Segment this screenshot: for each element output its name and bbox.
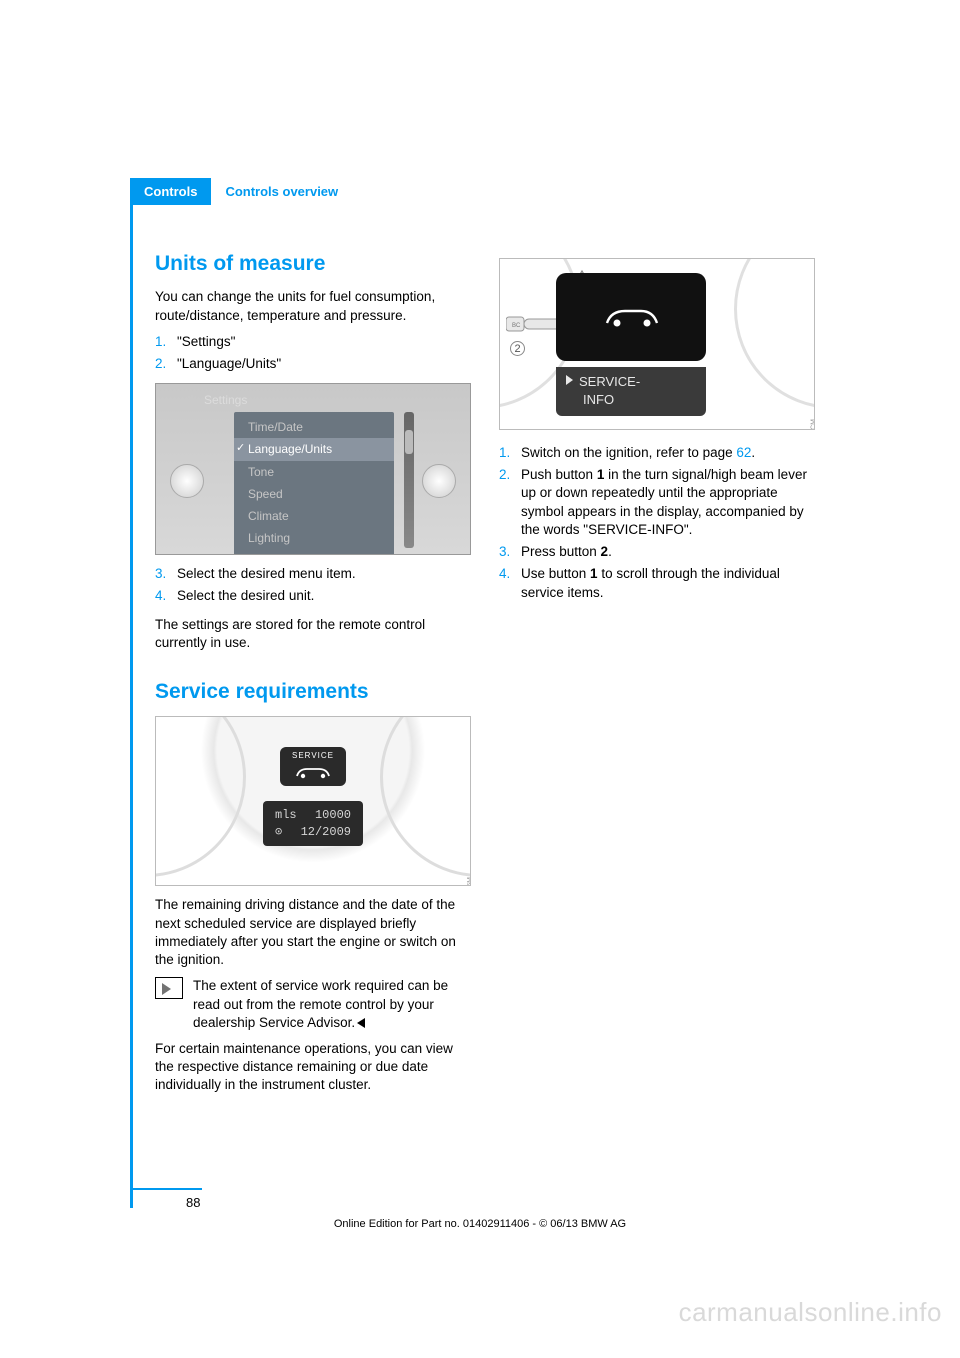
step-bold: 2 bbox=[601, 544, 609, 559]
car-icon bbox=[601, 303, 661, 331]
figure-code: MG05M1CM bbox=[810, 419, 815, 430]
gauge-background: SERVICE mls 10000 ⊙ 12/2009 bbox=[156, 717, 470, 885]
units-intro-text: You can change the units for fuel consum… bbox=[155, 288, 471, 324]
idrive-knob-right bbox=[422, 464, 456, 498]
note-block: The extent of service work required can … bbox=[155, 977, 471, 1032]
menu-item-selected: Language/Units bbox=[234, 438, 394, 460]
heading-service-requirements: Service requirements bbox=[155, 678, 471, 706]
step-text: Push button 1 in the turn signal/high be… bbox=[521, 466, 815, 539]
figure-code: MG07NSZ6M bbox=[466, 877, 471, 886]
service-paragraph-2: For certain maintenance operations, you … bbox=[155, 1040, 471, 1095]
panel-miles: 10000 bbox=[315, 807, 351, 823]
gauge-arc-icon bbox=[734, 258, 815, 409]
step-text-pre: Use button bbox=[521, 566, 590, 581]
step-text: Press button 2. bbox=[521, 543, 612, 561]
breadcrumb-tabs: Controls Controls overview bbox=[130, 178, 352, 205]
step-number: 3. bbox=[499, 543, 521, 561]
panel-date: 12/2009 bbox=[301, 824, 351, 840]
units-steps-b: 3. Select the desired menu item. 4. Sele… bbox=[155, 565, 471, 605]
step-text: Use button 1 to scroll through the indiv… bbox=[521, 565, 815, 601]
service-badge: SERVICE bbox=[280, 747, 346, 786]
step-text-post: . bbox=[751, 445, 755, 460]
callout-2: 2 bbox=[510, 341, 525, 356]
step-number: 1. bbox=[499, 444, 521, 462]
step-number: 4. bbox=[499, 565, 521, 601]
car-icon bbox=[293, 764, 333, 780]
play-icon bbox=[566, 375, 573, 385]
gauge-arc-icon bbox=[380, 716, 471, 877]
end-marker-icon bbox=[357, 1018, 365, 1028]
left-column: Units of measure You can change the unit… bbox=[155, 250, 471, 1103]
content-columns: Units of measure You can change the unit… bbox=[155, 250, 815, 1103]
right-steps: 1. Switch on the ignition, refer to page… bbox=[499, 444, 815, 602]
panel-unit: mls bbox=[275, 807, 297, 823]
step-text-pre: Press button bbox=[521, 544, 601, 559]
step-text-pre: Push button bbox=[521, 467, 597, 482]
menu-item: Door locks bbox=[234, 549, 394, 555]
display-label-line2: INFO bbox=[566, 391, 696, 409]
service-paragraph-1: The remaining driving distance and the d… bbox=[155, 896, 471, 969]
page: Controls Controls overview Units of meas… bbox=[0, 0, 960, 1358]
service-info-panel: mls 10000 ⊙ 12/2009 bbox=[263, 801, 363, 845]
tab-controls-overview: Controls overview bbox=[211, 178, 352, 205]
note-text-content: The extent of service work required can … bbox=[193, 978, 448, 1029]
heading-units-of-measure: Units of measure bbox=[155, 250, 471, 278]
step-text: Select the desired unit. bbox=[177, 587, 314, 605]
settings-header: Settings bbox=[186, 392, 247, 408]
page-number-rule bbox=[130, 1188, 202, 1190]
vertical-accent-line bbox=[130, 178, 133, 1208]
figure-settings-menu: Settings Time/Date Language/Units Tone S… bbox=[155, 383, 471, 555]
menu-item: Speed bbox=[234, 483, 394, 505]
step-number: 3. bbox=[155, 565, 177, 583]
note-text: The extent of service work required can … bbox=[193, 977, 471, 1032]
units-stored-note: The settings are stored for the remote c… bbox=[155, 616, 471, 652]
svg-text:BC: BC bbox=[512, 323, 521, 329]
list-item: 1. "Settings" bbox=[155, 333, 471, 351]
menu-item: Time/Date bbox=[234, 416, 394, 438]
settings-menu-list: Time/Date Language/Units Tone Speed Clim… bbox=[234, 412, 394, 555]
step-number: 2. bbox=[155, 355, 177, 373]
step-text-pre: Switch on the ignition, refer to page bbox=[521, 445, 736, 460]
figure-service-gauge: SERVICE mls 10000 ⊙ 12/2009 bbox=[155, 716, 471, 886]
list-item: 3. Select the desired menu item. bbox=[155, 565, 471, 583]
idrive-knob-left bbox=[170, 464, 204, 498]
display-panel bbox=[556, 273, 706, 361]
page-link[interactable]: 62 bbox=[736, 445, 751, 460]
page-number: 88 bbox=[186, 1195, 200, 1210]
scrollbar bbox=[404, 412, 414, 548]
display-label: SERVICE- INFO bbox=[556, 367, 706, 416]
list-item: 4. Use button 1 to scroll through the in… bbox=[499, 565, 815, 601]
list-item: 2. Push button 1 in the turn signal/high… bbox=[499, 466, 815, 539]
list-item: 2. "Language/Units" bbox=[155, 355, 471, 373]
clock-icon: ⊙ bbox=[275, 824, 282, 840]
watermark: carmanualsonline.info bbox=[679, 1297, 942, 1328]
step-text: "Language/Units" bbox=[177, 355, 281, 373]
step-text: Switch on the ignition, refer to page 62… bbox=[521, 444, 755, 462]
gear-icon bbox=[186, 394, 198, 406]
list-item: 1. Switch on the ignition, refer to page… bbox=[499, 444, 815, 462]
footer-text: Online Edition for Part no. 01402911406 … bbox=[0, 1218, 960, 1230]
step-number: 4. bbox=[155, 587, 177, 605]
figure-signal-stalk: 1 BC 2 SERVICE- INFO bbox=[499, 258, 815, 430]
step-bold: 1 bbox=[590, 566, 598, 581]
right-column: 1 BC 2 SERVICE- INFO bbox=[499, 250, 815, 1103]
note-icon bbox=[155, 977, 183, 999]
step-text-post: . bbox=[608, 544, 612, 559]
menu-item: Climate bbox=[234, 505, 394, 527]
menu-item: Lighting bbox=[234, 527, 394, 549]
step-text: Select the desired menu item. bbox=[177, 565, 356, 583]
list-item: 3. Press button 2. bbox=[499, 543, 815, 561]
step-number: 1. bbox=[155, 333, 177, 351]
settings-header-label: Settings bbox=[204, 392, 247, 408]
menu-item: Tone bbox=[234, 461, 394, 483]
display-label-line1: SERVICE- bbox=[579, 374, 640, 389]
list-item: 4. Select the desired unit. bbox=[155, 587, 471, 605]
gauge-arc-icon bbox=[155, 716, 246, 877]
step-text: "Settings" bbox=[177, 333, 235, 351]
service-badge-label: SERVICE bbox=[292, 751, 334, 762]
units-steps-a: 1. "Settings" 2. "Language/Units" bbox=[155, 333, 471, 373]
tab-controls: Controls bbox=[130, 178, 211, 205]
step-number: 2. bbox=[499, 466, 521, 539]
